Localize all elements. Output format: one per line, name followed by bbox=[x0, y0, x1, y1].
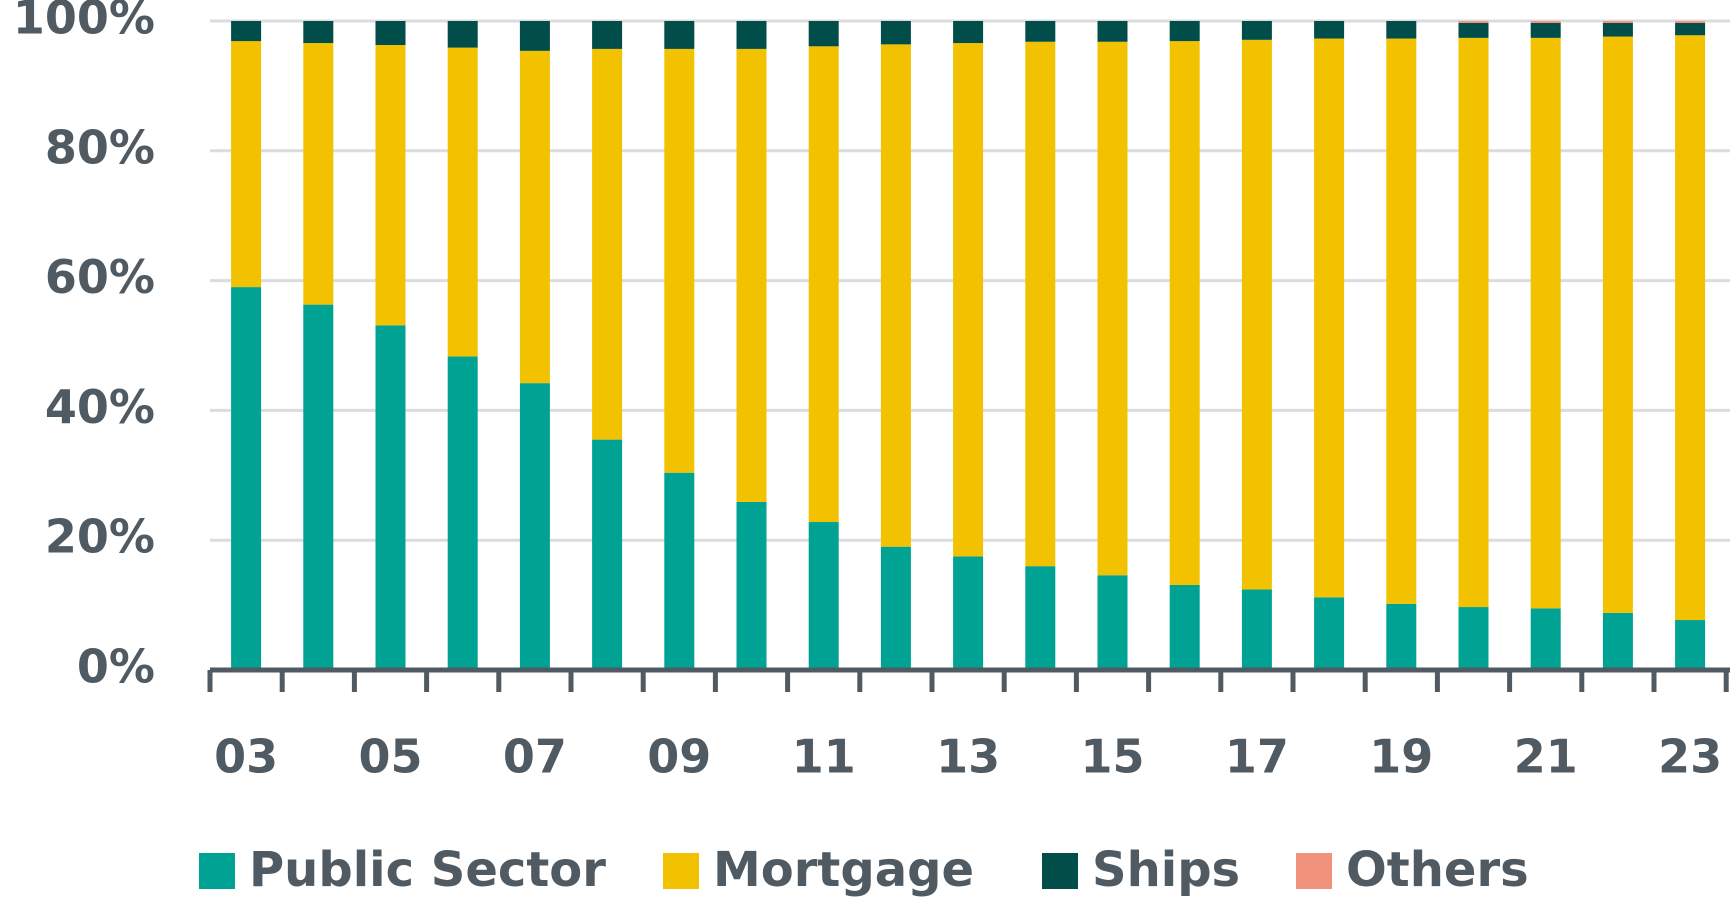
y-tick-label: 20% bbox=[45, 510, 155, 564]
bar-segment bbox=[953, 43, 984, 557]
x-tick-label: 03 bbox=[214, 730, 278, 784]
bar-segment bbox=[1675, 35, 1706, 621]
bar-segment bbox=[1530, 608, 1561, 670]
bar-segment bbox=[1241, 589, 1272, 670]
bar-segment bbox=[1386, 603, 1417, 670]
bar-segment bbox=[1025, 41, 1056, 567]
bar-segment bbox=[1314, 38, 1345, 598]
bar-segment bbox=[1602, 22, 1633, 37]
bar-segment bbox=[1602, 36, 1633, 613]
bar-segment bbox=[231, 41, 262, 288]
bar-segment bbox=[1025, 21, 1056, 42]
legend-label: Ships bbox=[1092, 842, 1240, 898]
legend-label: Public Sector bbox=[249, 842, 606, 898]
bar-segment bbox=[1458, 607, 1489, 670]
bar-segment bbox=[736, 48, 767, 502]
bar-segment bbox=[519, 21, 550, 51]
bar-segment bbox=[953, 556, 984, 670]
x-tick-label: 17 bbox=[1225, 730, 1289, 784]
bar-segment bbox=[592, 439, 623, 670]
legend-label: Others bbox=[1346, 842, 1529, 898]
bar-segment bbox=[808, 21, 839, 47]
bar-segment bbox=[880, 44, 911, 547]
bar-segment bbox=[375, 45, 406, 326]
x-tick-label: 05 bbox=[358, 730, 422, 784]
bar-segment bbox=[808, 46, 839, 523]
bar-segment bbox=[1675, 22, 1706, 36]
bar-segment bbox=[736, 21, 767, 49]
bar-segment bbox=[1530, 37, 1561, 609]
bar-segment bbox=[1386, 21, 1417, 39]
x-tick-label: 19 bbox=[1369, 730, 1433, 784]
bar-segment bbox=[1169, 584, 1200, 670]
bar-segment bbox=[953, 21, 984, 44]
bar-segment bbox=[303, 304, 334, 670]
bar-segment bbox=[519, 383, 550, 670]
bar-segment bbox=[1675, 620, 1706, 670]
x-tick-label: 15 bbox=[1080, 730, 1144, 784]
bar-segment bbox=[664, 48, 695, 473]
bar-segment bbox=[880, 546, 911, 670]
bar-segment bbox=[303, 43, 334, 305]
bar-segment bbox=[1386, 38, 1417, 604]
bar-segment bbox=[375, 21, 406, 46]
bar-segment bbox=[1458, 22, 1489, 38]
bar-segment bbox=[231, 21, 262, 42]
legend-swatch bbox=[199, 853, 235, 889]
y-tick-label: 40% bbox=[45, 380, 155, 434]
bar-segment bbox=[1314, 597, 1345, 670]
bar-segment bbox=[1169, 41, 1200, 585]
bar-segment bbox=[736, 501, 767, 670]
legend-label: Mortgage bbox=[713, 842, 974, 898]
bar-segment bbox=[231, 287, 262, 670]
bar-segment bbox=[592, 21, 623, 49]
bar-segment bbox=[1097, 21, 1128, 42]
bar-segment bbox=[303, 21, 334, 44]
bar-segment bbox=[1241, 21, 1272, 40]
bar-segment bbox=[519, 50, 550, 384]
y-tick-label: 80% bbox=[45, 120, 155, 174]
y-tick-label: 0% bbox=[77, 640, 155, 694]
bar-segment bbox=[447, 356, 478, 670]
y-tick-label: 100% bbox=[13, 0, 155, 45]
bar-segment bbox=[447, 47, 478, 357]
legend-swatch bbox=[663, 853, 699, 889]
bar-segment bbox=[592, 48, 623, 440]
bar-segment bbox=[1530, 22, 1561, 38]
bar-segment bbox=[1458, 37, 1489, 608]
x-tick-label: 07 bbox=[503, 730, 567, 784]
bar-segment bbox=[1097, 41, 1128, 576]
x-tick-label: 09 bbox=[647, 730, 711, 784]
bar-segment bbox=[1675, 21, 1706, 23]
bar-segment bbox=[664, 21, 695, 49]
bar-segment bbox=[1530, 21, 1561, 23]
bar-segment bbox=[664, 472, 695, 670]
bar-segment bbox=[808, 522, 839, 670]
bar-segment bbox=[1241, 39, 1272, 590]
x-tick-label: 23 bbox=[1658, 730, 1722, 784]
x-tick-label: 13 bbox=[936, 730, 1000, 784]
bar-segment bbox=[1458, 21, 1489, 23]
bar-segment bbox=[447, 21, 478, 48]
bar-segment bbox=[375, 325, 406, 670]
bar-segment bbox=[1602, 21, 1633, 23]
legend-swatch bbox=[1042, 853, 1078, 889]
bar-segment bbox=[880, 21, 911, 45]
bar-segment bbox=[1025, 566, 1056, 670]
bar-segment bbox=[1602, 612, 1633, 670]
bar-segment bbox=[1314, 21, 1345, 39]
x-tick-label: 11 bbox=[792, 730, 856, 784]
bar-segment bbox=[1169, 21, 1200, 42]
x-tick-label: 21 bbox=[1514, 730, 1578, 784]
legend-swatch bbox=[1296, 853, 1332, 889]
bar-segment bbox=[1097, 575, 1128, 670]
y-tick-label: 60% bbox=[45, 250, 155, 304]
